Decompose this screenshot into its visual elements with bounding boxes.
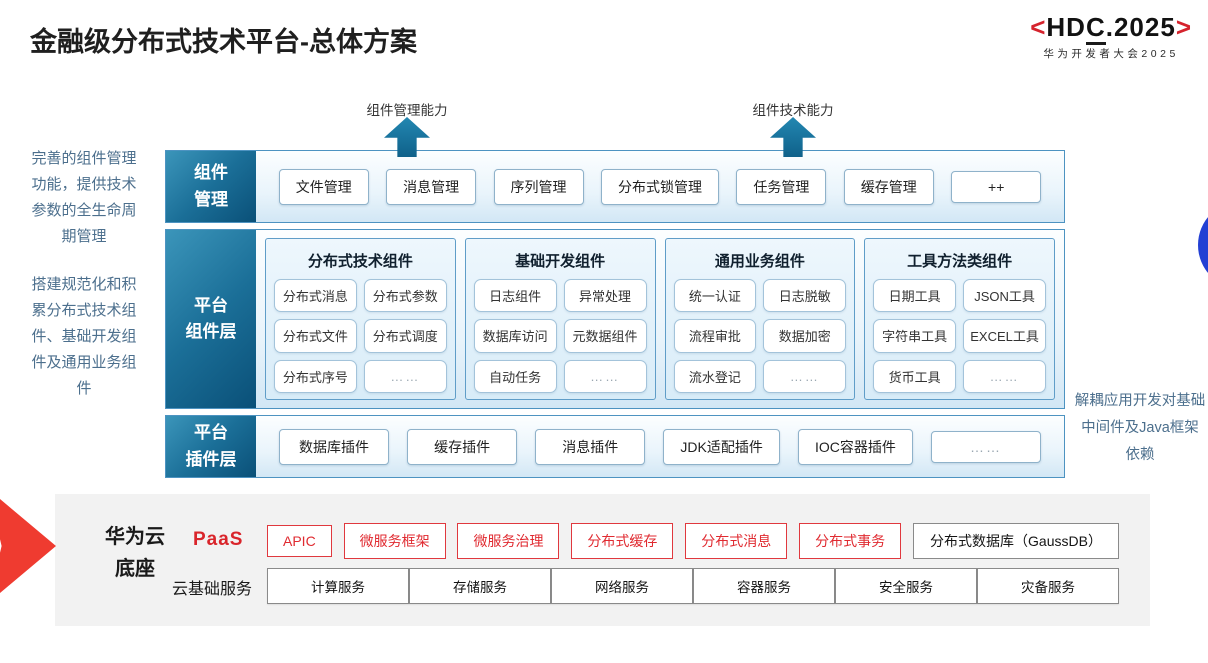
plugin-item: IOC容器插件 (797, 428, 913, 465)
component-cell: 统一认证 (673, 279, 757, 313)
cloud-service: 容器服务 (693, 568, 835, 604)
cloud-service: 存储服务 (409, 568, 551, 604)
component-cell: 日期工具 (873, 279, 957, 313)
component-cell: …… (963, 359, 1046, 393)
paas-service: 微服务框架 (343, 523, 446, 559)
column-basic-dev: 基础开发组件 日志组件 异常处理 数据库访问 元数据组件 自动任务 …… (464, 238, 656, 400)
component-cell: 分布式调度 (363, 319, 447, 353)
column-header: 基础开发组件 (515, 253, 606, 270)
mgmt-item: 缓存管理 (843, 168, 934, 205)
component-cell: EXCEL工具 (963, 319, 1046, 353)
platform-plugin-items: 数据库插件 缓存插件 消息插件 JDK适配插件 IOC容器插件 …… (256, 416, 1064, 477)
paas-service: 分布式消息 (685, 523, 788, 559)
component-cell: 日志组件 (473, 279, 557, 313)
mgmt-item: ++ (951, 170, 1042, 203)
column-grid: 分布式消息 分布式参数 分布式文件 分布式调度 分布式序号 …… (274, 279, 447, 393)
cloud-services-label: 云基础服务 (172, 581, 253, 598)
column-header: 工具方法类组件 (907, 253, 1013, 270)
cloud-service: 安全服务 (835, 568, 977, 604)
plugin-item: 缓存插件 (407, 428, 518, 465)
blue-circle-decoration (1198, 201, 1208, 289)
mgmt-item: 消息管理 (386, 168, 477, 205)
capability-label-technical: 组件技术能力 (752, 103, 834, 118)
hdc-logo: <HDC.2025> 华为开发者大会2025 (1030, 12, 1192, 61)
logo-right-bracket: > (1175, 12, 1192, 42)
column-common-business: 通用业务组件 统一认证 日志脱敏 流程审批 数据加密 流水登记 …… (664, 238, 856, 400)
component-cell: 分布式文件 (274, 319, 357, 353)
cloud-service: 灾备服务 (977, 568, 1119, 604)
mgmt-item: 任务管理 (736, 168, 827, 205)
paas-label: PaaS (193, 529, 244, 550)
hdc-logo-text: <HDC.2025> (1030, 12, 1192, 45)
red-arrow-icon (0, 489, 56, 603)
column-header: 分布式技术组件 (307, 253, 413, 270)
component-cell: …… (563, 359, 647, 393)
hdc-logo-subtitle: 华为开发者大会2025 (1043, 48, 1179, 60)
component-cell: 分布式参数 (363, 279, 447, 313)
capability-label-management: 组件管理能力 (366, 103, 448, 118)
cloud-service: 网络服务 (551, 568, 693, 604)
component-cell: JSON工具 (963, 279, 1046, 313)
component-cell: 货币工具 (873, 359, 957, 393)
paas-service-gaussdb: 分布式数据库（GaussDB） (913, 523, 1119, 559)
plugin-item: …… (930, 430, 1041, 463)
paas-service: 分布式缓存 (571, 523, 674, 559)
mgmt-item: 分布式锁管理 (600, 168, 719, 205)
component-management-items: 文件管理 消息管理 序列管理 分布式锁管理 任务管理 缓存管理 ++ (256, 151, 1064, 222)
note-component-building: 搭建规范化和积累分布式技术组件、基础开发组件及通用业务组件 (31, 276, 137, 397)
cloud-service: 计算服务 (267, 568, 409, 604)
column-grid: 日期工具 JSON工具 字符串工具 EXCEL工具 货币工具 …… (873, 279, 1046, 393)
layer-label-component-management: 组件 管理 (166, 151, 256, 222)
paas-service: APIC (267, 525, 332, 557)
column-distributed-tech: 分布式技术组件 分布式消息 分布式参数 分布式文件 分布式调度 分布式序号 …… (265, 238, 456, 400)
column-grid: 统一认证 日志脱敏 流程审批 数据加密 流水登记 …… (673, 279, 847, 393)
mgmt-item: 文件管理 (278, 168, 369, 205)
component-cell: 数据库访问 (473, 319, 557, 353)
logo-hd: HD (1046, 12, 1086, 42)
cloud-base-label: 华为云 底座 (105, 526, 165, 580)
cloud-services-row: 计算服务 存储服务 网络服务 容器服务 安全服务 灾备服务 (267, 568, 1119, 604)
component-cell: 自动任务 (473, 359, 557, 393)
component-cell: …… (763, 359, 847, 393)
column-header: 通用业务组件 (714, 253, 805, 270)
column-tool-methods: 工具方法类组件 日期工具 JSON工具 字符串工具 EXCEL工具 货币工具 …… (864, 238, 1055, 400)
component-cell: 数据加密 (763, 319, 847, 353)
logo-year: .2025 (1105, 12, 1176, 42)
column-grid: 日志组件 异常处理 数据库访问 元数据组件 自动任务 …… (473, 279, 647, 393)
page-title: 金融级分布式技术平台-总体方案 (30, 27, 417, 57)
platform-component-columns: 分布式技术组件 分布式消息 分布式参数 分布式文件 分布式调度 分布式序号 ……… (256, 230, 1064, 408)
component-cell: 字符串工具 (873, 319, 957, 353)
plugin-item: 消息插件 (535, 428, 646, 465)
mgmt-item: 序列管理 (493, 168, 584, 205)
component-cell: …… (363, 359, 447, 393)
component-cell: 元数据组件 (563, 319, 647, 353)
component-cell: 分布式消息 (274, 279, 357, 313)
component-cell: 异常处理 (563, 279, 647, 313)
component-cell: 日志脱敏 (763, 279, 847, 313)
component-cell: 分布式序号 (274, 359, 357, 393)
layer-component-management: 组件 管理 文件管理 消息管理 序列管理 分布式锁管理 任务管理 缓存管理 ++ (165, 150, 1065, 223)
note-component-management: 完善的组件管理功能，提供技术参数的全生命周期管理 (31, 150, 137, 245)
huawei-cloud-base-section: 华为云 底座 PaaS APIC 微服务框架 微服务治理 分布式缓存 分布式消息… (55, 494, 1150, 626)
paas-service: 分布式事务 (799, 523, 902, 559)
component-cell: 流程审批 (673, 319, 757, 353)
logo-left-bracket: < (1030, 12, 1047, 42)
component-cell: 流水登记 (673, 359, 757, 393)
note-decouple: 解耦应用开发对基础中间件及Java框架依赖 (1074, 393, 1206, 463)
layer-platform-components: 平台 组件层 分布式技术组件 分布式消息 分布式参数 分布式文件 分布式调度 分… (165, 229, 1065, 409)
plugin-item: JDK适配插件 (663, 428, 780, 465)
layer-platform-plugins: 平台 插件层 数据库插件 缓存插件 消息插件 JDK适配插件 IOC容器插件 …… (165, 415, 1065, 478)
plugin-item: 数据库插件 (279, 428, 390, 465)
paas-service: 微服务治理 (457, 523, 560, 559)
paas-services-row: APIC 微服务框架 微服务治理 分布式缓存 分布式消息 分布式事务 分布式数据… (267, 523, 1119, 559)
logo-c-underlined: C (1085, 12, 1106, 45)
layer-label-platform-components: 平台 组件层 (166, 230, 256, 408)
layer-label-platform-plugins: 平台 插件层 (166, 416, 256, 477)
